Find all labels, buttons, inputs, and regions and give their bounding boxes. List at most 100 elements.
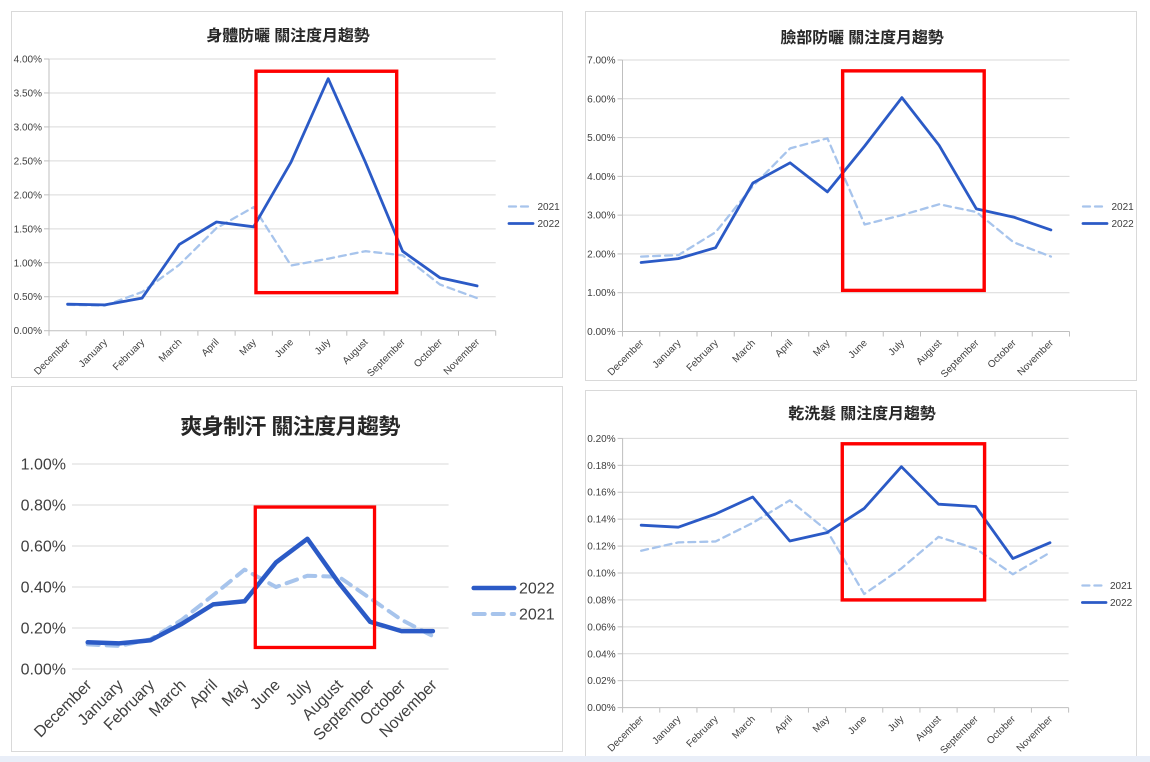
y-tick-label: 0.12% (587, 542, 615, 553)
y-tick-label: 0.10% (587, 569, 615, 580)
y-tick-label: 4.00% (587, 172, 615, 183)
chart-panel-face-sunscreen: 0.00% 1.00% 2.00% 3.00% 4.00% 5.00% 6.00% 7.00%… (585, 11, 1137, 381)
x-tick-label: October (986, 337, 1019, 370)
y-tick-label: 5.00% (587, 133, 615, 144)
chart-panel-body-sunscreen: 0.00% 0.50% 1.00% 1.50% 2.00% 2.50% 3.00% 3.50%… (11, 11, 563, 378)
x-tick-label: May (219, 677, 252, 710)
plot-area: 0.00%0.20%0.40%0.60%0.80%1.00%DecemberJa… (21, 457, 449, 744)
highlight-box (840, 69, 986, 293)
y-tick-label: 0.60% (21, 539, 66, 556)
window-bottom-strip (0, 756, 1150, 762)
y-tick-label: 0.50% (14, 292, 42, 303)
chart-legend: 2021 2022 (1081, 202, 1135, 230)
chart-legend: 2021 2022 (1080, 581, 1133, 609)
x-tick-label: May (811, 714, 832, 735)
highlight-box (254, 69, 399, 295)
y-tick-label: 0.40% (21, 580, 66, 597)
x-tick-label: August (914, 714, 944, 744)
x-tick-label: March (731, 338, 758, 365)
legend-label-2022: 2022 (1112, 219, 1135, 230)
legend-label-2022: 2022 (519, 581, 555, 598)
y-tick-label: 1.00% (14, 258, 42, 269)
legend-label-2022: 2022 (538, 219, 561, 230)
x-tick-label: October (412, 337, 445, 370)
y-tick-label: 2.00% (587, 249, 615, 260)
y-tick-label: 0.80% (21, 498, 66, 515)
chart-legend: 2022 2021 (471, 581, 555, 624)
y-tick-label: 0.04% (587, 649, 615, 660)
highlight-box (253, 505, 377, 650)
x-tick-label: November (442, 337, 483, 377)
plot-area: 0.00% 0.50% 1.00% 1.50% 2.00% 2.50% 3.00% 3.50%… (14, 55, 497, 377)
y-tick-label: 1.00% (587, 288, 615, 299)
y-tick-label: 0.18% (587, 461, 615, 472)
y-tick-label: 2.50% (14, 156, 42, 167)
y-tick-label: 2.00% (14, 190, 42, 201)
chart-title: 身體防曬 關注度月趨勢 (206, 22, 369, 46)
x-tick-label: December (32, 337, 73, 377)
y-tick-label: 0.16% (587, 488, 615, 499)
x-tick-label: December (606, 337, 647, 378)
chart-panel-deodorant: 0.00% 0.20% 0.40% 0.60% 0.80% 1.00% December Ja… (11, 386, 563, 752)
x-tick-label: June (247, 677, 284, 714)
y-tick-label: 6.00% (587, 94, 615, 105)
x-tick-label: September (365, 337, 408, 377)
x-tick-label: August (341, 337, 371, 367)
x-tick-label: September (938, 713, 981, 756)
x-tick-label: August (914, 338, 944, 368)
legend-label-2022: 2022 (1110, 598, 1133, 609)
x-tick-label: July (313, 337, 333, 357)
y-tick-label: 7.00% (587, 56, 615, 67)
x-tick-label: December (606, 713, 647, 754)
x-tick-label: January (651, 338, 684, 371)
series-line-2021 (639, 137, 1053, 258)
y-tick-label: 1.00% (21, 457, 66, 474)
legend-label-2021: 2021 (519, 607, 555, 624)
y-tick-label: 0.00% (587, 703, 615, 714)
y-tick-label: 0.08% (587, 595, 615, 606)
x-tick-label: March (730, 714, 757, 741)
y-tick-label: 0.02% (587, 676, 615, 687)
chart-title: 爽身制汗 關注度月趨勢 (180, 409, 400, 441)
dry-shampoo-line-chart: 0.00% 0.02% 0.04% 0.06% 0.08% 0.10% 0.12% 0.14%… (587, 400, 1133, 756)
legend-label-2021: 2021 (538, 202, 561, 213)
x-tick-label: February (111, 337, 147, 373)
x-tick-label: February (685, 338, 721, 374)
x-tick-label: September (939, 337, 982, 380)
chart-title: 臉部防曬 關注度月趨勢 (780, 24, 943, 48)
y-tick-label: 0.00% (587, 327, 615, 338)
x-tick-label: May (238, 337, 259, 358)
y-tick-label: 0.00% (14, 326, 42, 337)
x-tick-label: May (811, 338, 832, 359)
x-tick-label: November (1015, 713, 1056, 754)
x-tick-label: April (773, 338, 795, 360)
y-tick-label: 4.00% (14, 55, 42, 66)
y-tick-label: 3.00% (587, 211, 615, 222)
legend-label-2021: 2021 (1110, 581, 1133, 592)
highlight-box (840, 442, 987, 602)
x-tick-label: March (157, 337, 184, 364)
x-tick-label: July (887, 338, 907, 358)
x-tick-label: February (685, 714, 721, 750)
series-line-2022 (639, 465, 1052, 560)
series-line-2021 (66, 205, 479, 307)
chart-legend: 2021 2022 (507, 202, 561, 230)
y-tick-label: 0.14% (587, 515, 615, 526)
x-tick-label: January (77, 337, 110, 370)
legend-label-2021: 2021 (1112, 202, 1135, 213)
face-sunscreen-line-chart: 0.00% 1.00% 2.00% 3.00% 4.00% 5.00% 6.00% 7.00%… (587, 24, 1135, 380)
plot-area: 0.00% 1.00% 2.00% 3.00% 4.00% 5.00% 6.00% 7.00%… (587, 56, 1070, 380)
body-sunscreen-line-chart: 0.00% 0.50% 1.00% 1.50% 2.00% 2.50% 3.00% 3.50%… (14, 22, 561, 377)
x-tick-label: January (651, 714, 684, 747)
chart-title: 乾洗髮 關注度月趨勢 (788, 400, 936, 424)
series-line-2021 (640, 499, 1052, 596)
y-tick-label: 1.50% (14, 224, 42, 235)
x-tick-label: April (200, 337, 222, 359)
y-tick-label: 0.20% (587, 434, 615, 445)
y-tick-label: 0.00% (21, 662, 66, 679)
y-tick-label: 0.06% (587, 622, 615, 633)
x-tick-label: April (186, 677, 221, 712)
deodorant-line-chart: 0.00%0.20%0.40%0.60%0.80%1.00%DecemberJa… (21, 409, 555, 744)
plot-area: 0.00% 0.02% 0.04% 0.06% 0.08% 0.10% 0.12% 0.14%… (587, 434, 1070, 756)
